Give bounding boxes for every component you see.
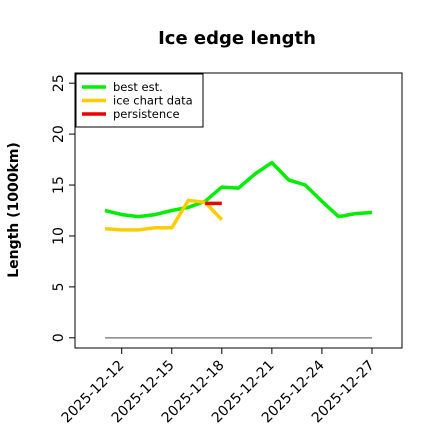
y-tick-label: 5 (51, 282, 67, 291)
plot-frame (74, 72, 403, 349)
y-tick-label: 25 (51, 74, 67, 92)
y-tick-label: 10 (51, 227, 67, 245)
legend-label: persistence (113, 107, 180, 121)
series-line-best-est (104, 160, 373, 219)
legend-label: ice chart data (113, 94, 193, 108)
y-axis-label: Length (1000km) (6, 142, 22, 278)
legend-label: best est. (113, 80, 163, 94)
y-tick-label: 15 (51, 176, 67, 194)
y-tick-label: 20 (51, 125, 67, 143)
series-line-ice-chart-data (104, 198, 224, 232)
y-tick-label: 0 (51, 333, 67, 342)
chart-title: Ice edge length (158, 28, 316, 49)
